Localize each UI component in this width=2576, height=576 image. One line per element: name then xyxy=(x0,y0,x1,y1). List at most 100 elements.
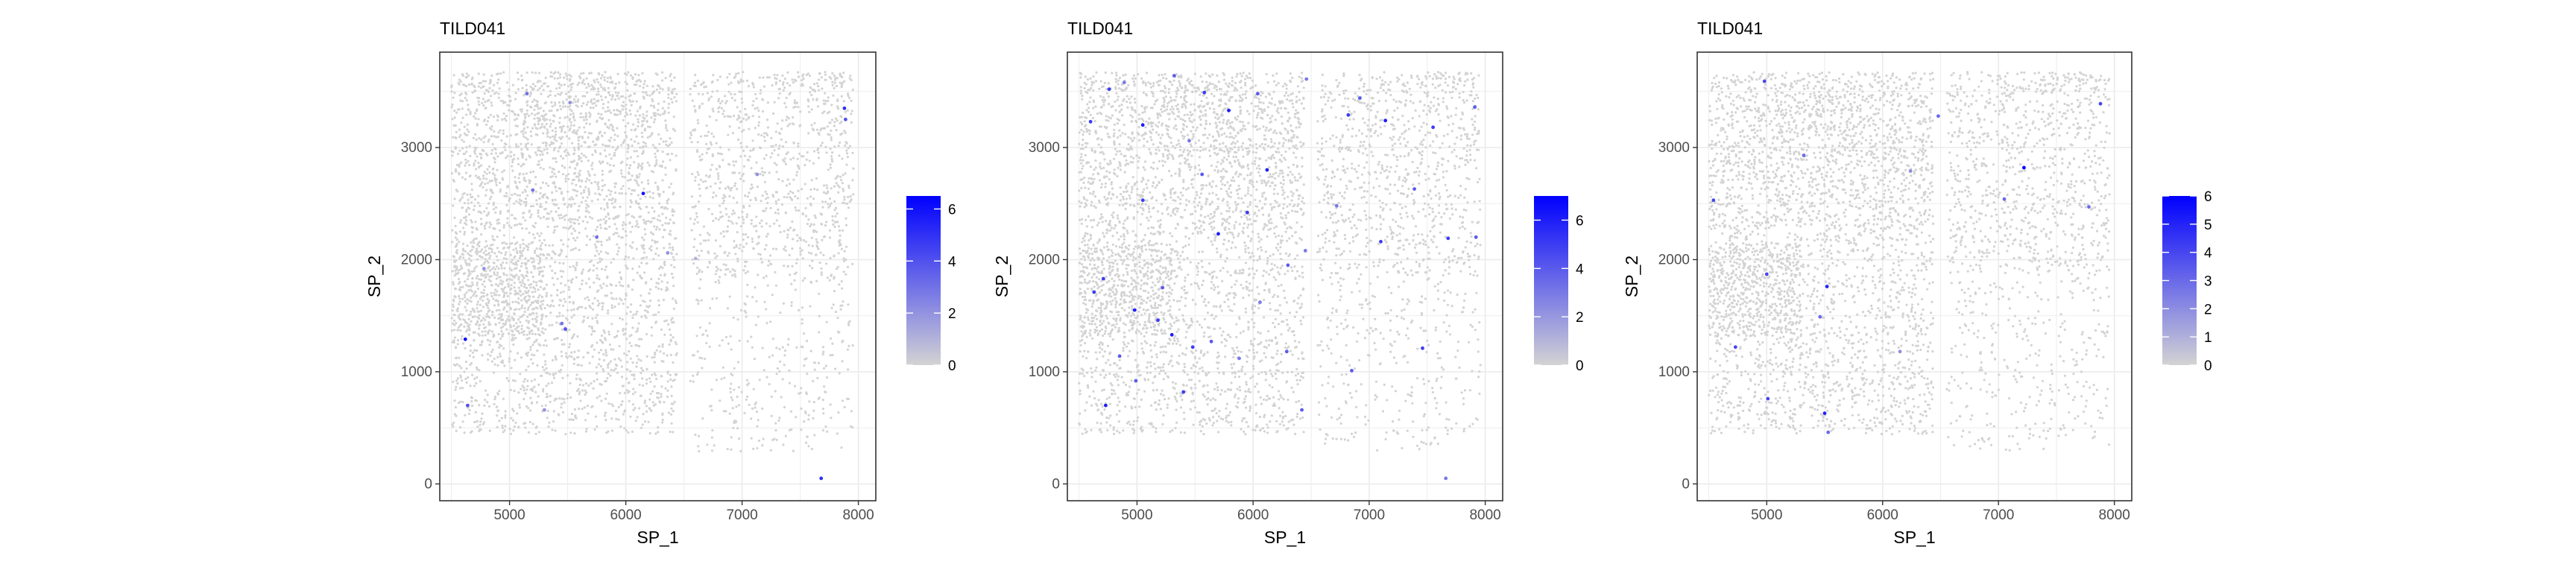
background-spot xyxy=(830,403,832,405)
background-spot xyxy=(693,223,695,225)
background-spot xyxy=(627,306,629,308)
background-spot xyxy=(534,72,537,74)
background-spot xyxy=(464,202,466,204)
background-spot xyxy=(498,309,500,311)
background-spot xyxy=(537,329,540,331)
background-spot xyxy=(803,420,805,422)
background-spot xyxy=(1090,235,1092,237)
background-spot xyxy=(487,212,490,214)
background-spot xyxy=(607,362,610,364)
background-spot xyxy=(451,104,453,106)
background-spot xyxy=(717,268,719,270)
background-spot xyxy=(480,428,482,431)
background-spot xyxy=(838,145,840,147)
background-spot xyxy=(511,165,513,167)
background-spot xyxy=(1082,355,1084,358)
background-spot xyxy=(624,131,626,133)
background-spot xyxy=(772,145,774,148)
background-spot xyxy=(751,241,754,243)
background-spot xyxy=(768,383,771,385)
background-spot xyxy=(558,315,561,317)
background-spot xyxy=(640,294,642,297)
background-spot xyxy=(559,371,561,373)
background-spot xyxy=(843,100,845,102)
background-spot xyxy=(818,132,820,134)
background-spot xyxy=(805,442,807,444)
background-spot xyxy=(742,150,745,152)
background-spot xyxy=(589,123,591,125)
background-spot xyxy=(543,168,545,170)
background-spot xyxy=(521,227,523,230)
background-spot xyxy=(801,83,804,85)
background-spot xyxy=(658,143,660,145)
background-spot xyxy=(598,253,600,255)
background-spot xyxy=(615,364,617,366)
background-spot xyxy=(530,106,532,108)
background-spot xyxy=(630,139,632,141)
background-spot xyxy=(525,203,527,206)
background-spot xyxy=(494,364,496,366)
background-spot xyxy=(628,188,630,190)
background-spot xyxy=(777,212,780,215)
background-spot xyxy=(652,314,654,316)
background-spot xyxy=(557,278,559,280)
background-spot xyxy=(484,194,487,197)
background-spot xyxy=(656,349,658,352)
background-spot xyxy=(614,192,616,194)
background-spot xyxy=(660,385,663,387)
background-spot xyxy=(527,139,529,141)
background-spot xyxy=(615,183,617,185)
background-spot xyxy=(586,235,588,238)
background-spot xyxy=(639,384,641,386)
background-spot xyxy=(546,294,548,297)
background-spot xyxy=(654,356,656,358)
background-spot xyxy=(620,95,622,98)
background-spot xyxy=(484,250,487,252)
background-spot xyxy=(1079,253,1082,255)
background-spot xyxy=(1091,276,1093,279)
background-spot xyxy=(540,308,543,310)
background-spot xyxy=(610,369,613,371)
background-spot xyxy=(476,259,479,261)
background-spot xyxy=(468,213,470,215)
background-spot xyxy=(742,180,745,182)
background-spot xyxy=(514,390,516,392)
background-spot xyxy=(645,115,648,117)
background-spot xyxy=(474,291,476,293)
background-spot xyxy=(586,428,588,430)
background-spot xyxy=(593,387,595,390)
background-spot xyxy=(476,227,478,230)
background-spot xyxy=(462,75,464,77)
background-spot xyxy=(610,136,612,139)
background-spot xyxy=(474,159,476,162)
background-spot xyxy=(796,259,798,261)
background-spot xyxy=(1090,367,1092,370)
background-spot xyxy=(625,224,627,226)
background-spot xyxy=(586,118,588,121)
background-spot xyxy=(725,264,727,266)
background-spot xyxy=(765,308,767,310)
background-spot xyxy=(839,176,842,178)
background-spot xyxy=(833,121,836,123)
background-spot xyxy=(629,179,631,181)
background-spot xyxy=(1089,263,1091,265)
background-spot xyxy=(524,426,526,428)
background-spot xyxy=(786,184,788,186)
background-spot xyxy=(521,384,523,387)
background-spot xyxy=(602,107,604,110)
background-spot xyxy=(554,429,556,431)
background-spot xyxy=(822,346,824,348)
background-spot xyxy=(574,416,576,418)
background-spot xyxy=(540,253,542,256)
background-spot xyxy=(776,373,778,375)
background-spot xyxy=(817,85,819,87)
background-spot xyxy=(669,329,671,331)
background-spot xyxy=(610,98,613,101)
background-spot xyxy=(526,100,528,102)
background-spot xyxy=(467,104,469,106)
background-spot xyxy=(528,284,530,286)
background-spot xyxy=(735,73,737,75)
background-spot xyxy=(629,221,631,224)
background-spot xyxy=(573,308,575,311)
background-spot xyxy=(597,198,599,200)
